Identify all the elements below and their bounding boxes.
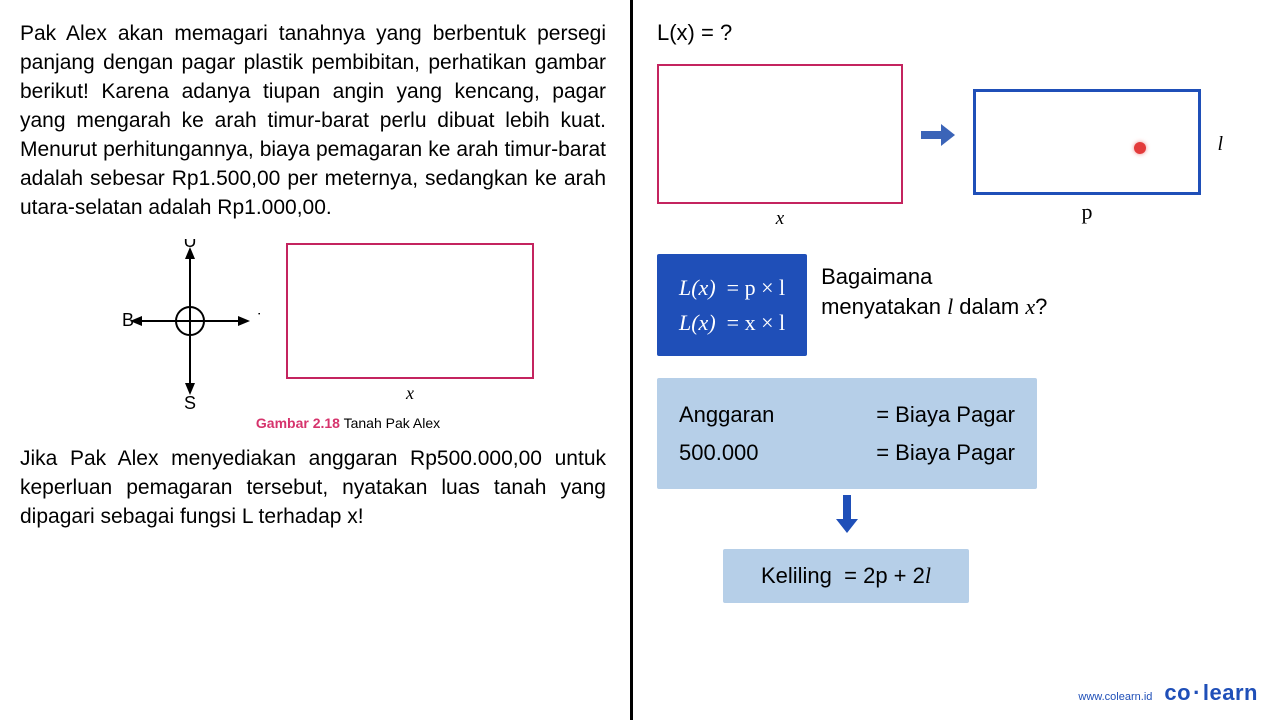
formula-row: L(x) = p × l L(x) = x × l Bagaimana meny… <box>657 254 1256 356</box>
formula-line-2: L(x) = x × l <box>679 305 785 340</box>
rect-a-x-label: x <box>657 208 903 230</box>
compass-icon: U T S B <box>120 239 260 409</box>
compass-u-label: U <box>184 239 197 251</box>
right-pane: L(x) = ? x p l L(x) = p × l L(x) = x × l <box>633 0 1280 720</box>
rect-a-wrap: x <box>657 64 903 230</box>
figure-caption-label: Gambar 2.18 <box>256 415 340 431</box>
keliling-l: l <box>925 563 931 588</box>
compass-t-label: T <box>258 310 260 330</box>
keliling-box: Keliling = 2p + 2l <box>723 549 969 603</box>
land-rectangle <box>286 243 534 379</box>
problem-paragraph-2: Jika Pak Alex menyediakan anggaran Rp500… <box>20 445 606 532</box>
formula-line-1: L(x) = p × l <box>679 270 785 305</box>
pointer-dot-icon <box>1134 142 1146 154</box>
figure-caption-text: Tanah Pak Alex <box>340 415 440 431</box>
question-line-2: menyatakan l dalam x? <box>821 292 1047 322</box>
down-arrow-icon <box>657 489 1037 549</box>
budget-r1c1: Anggaran <box>679 396 870 433</box>
budget-r2c2: = Biaya Pagar <box>876 434 1015 471</box>
figure-caption: Gambar 2.18 Tanah Pak Alex <box>20 415 606 431</box>
rect-b-l-label: l <box>1217 133 1223 156</box>
compass-b-label: B <box>122 310 134 330</box>
keliling-label: Keliling <box>761 563 832 588</box>
compass-s-label: S <box>184 393 196 409</box>
formula-box: L(x) = p × l L(x) = x × l <box>657 254 807 356</box>
problem-paragraph-1: Pak Alex akan memagari tanahnya yang ber… <box>20 20 606 223</box>
land-rectangle-wrap: x <box>286 243 534 404</box>
budget-r2c1: 500.000 <box>679 434 870 471</box>
budget-box: Anggaran = Biaya Pagar 500.000 = Biaya P… <box>657 378 1037 489</box>
rect-b-wrap: p l <box>973 89 1201 225</box>
question-text: Bagaimana menyatakan l dalam x? <box>821 254 1047 321</box>
question-line-1: Bagaimana <box>821 262 1047 292</box>
rect-a <box>657 64 903 204</box>
land-rect-x-label: x <box>286 383 534 404</box>
budget-r1c2: = Biaya Pagar <box>876 396 1015 433</box>
keliling-eq: = 2p + 2 <box>844 563 925 588</box>
figure-row: U T S B x <box>20 239 606 409</box>
footer-logo: co·learn <box>1164 680 1258 706</box>
footer-brand: www.colearn.id co·learn <box>1078 680 1258 706</box>
footer-url: www.colearn.id <box>1078 691 1152 703</box>
arrow-right-icon <box>921 122 955 153</box>
page: Pak Alex akan memagari tanahnya yang ber… <box>0 0 1280 720</box>
rect-b <box>973 89 1201 195</box>
top-rectangles-row: x p l <box>657 64 1256 230</box>
left-pane: Pak Alex akan memagari tanahnya yang ber… <box>0 0 630 720</box>
lx-title: L(x) = ? <box>657 20 1256 46</box>
rect-b-p-label: p <box>973 199 1201 225</box>
